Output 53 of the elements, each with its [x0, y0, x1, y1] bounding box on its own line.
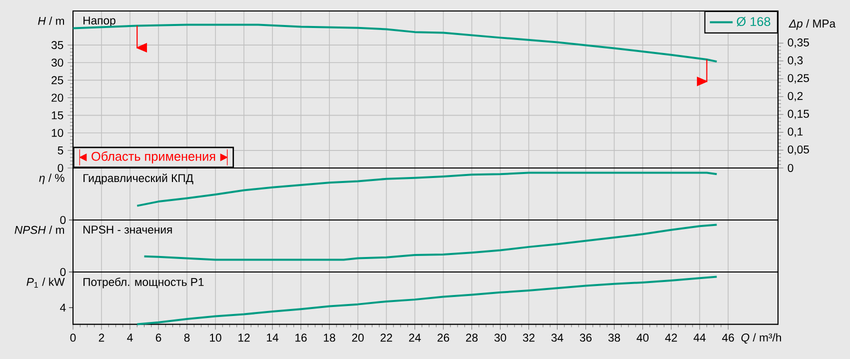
y2-tick-label: 0,1 [788, 128, 803, 137]
y2-tick-label: 0,15 [788, 110, 809, 120]
chart-title: Напор [84, 16, 116, 27]
y-axis-title: NPSH / m [14, 226, 64, 234]
x-tick-label: 44 [694, 334, 706, 342]
x-tick-label: 28 [466, 334, 478, 342]
chart-title: Гидравлический КПД [84, 174, 194, 184]
x-tick-label: 26 [438, 334, 450, 342]
x-tick-label: 16 [295, 334, 307, 342]
y-tick-label: 10 [52, 128, 64, 137]
x-tick-label: 2 [98, 334, 104, 342]
x-tick-label: 0 [70, 334, 76, 342]
y2-tick-label: 0,05 [788, 145, 809, 155]
x-tick-label: 34 [551, 334, 564, 342]
x-tick-label: 6 [156, 334, 162, 342]
x-tick-label: 20 [352, 334, 364, 342]
y-tick-label: 0 [58, 164, 64, 172]
y-tick-label: 20 [52, 94, 64, 102]
legend-label: Ø 168 [736, 16, 770, 26]
x-tick-label: 46 [722, 334, 734, 342]
x-tick-label: 8 [184, 334, 190, 342]
x-axis-title: Q / m³/h [741, 333, 781, 344]
x-tick-label: 14 [266, 334, 278, 342]
chart-title: Потребл. мощность P1 [84, 278, 204, 288]
y2-axis-title: Δp / MPa [788, 19, 836, 30]
x-tick-label: 10 [210, 334, 222, 342]
x-tick-label: 36 [580, 334, 592, 342]
x-tick-label: 12 [238, 334, 250, 342]
x-tick-label: 38 [608, 334, 620, 342]
annotation: Область применения [92, 151, 216, 164]
x-tick-label: 40 [636, 334, 649, 342]
y-axis-title: H / m [38, 16, 64, 25]
y2-tick-label: 0,25 [788, 74, 809, 84]
y-tick-label: 25 [52, 76, 64, 84]
text: 4 [60, 304, 66, 312]
x-tick-label: 22 [380, 334, 392, 342]
chart-title: NPSH - значения [84, 226, 172, 234]
y-tick-label: 5 [58, 146, 64, 154]
y2-tick-label: 0,3 [788, 56, 803, 66]
y-tick-label: 30 [51, 58, 64, 67]
x-tick-label: 4 [127, 334, 133, 342]
y2-tick-label: 0,2 [788, 92, 803, 102]
y2-tick-label: 0 [788, 164, 794, 172]
y-tick-label: 35 [51, 41, 64, 50]
y-tick-label: 15 [52, 111, 64, 120]
x-tick-label: 24 [409, 334, 421, 342]
x-tick-label: 30 [494, 334, 506, 342]
y2-tick-label: 0,35 [788, 38, 809, 48]
y-axis-title: P$_{1}$ / kW [26, 278, 65, 288]
y-axis-title: η / % [39, 174, 64, 184]
x-tick-label: 32 [522, 334, 534, 342]
x-tick-label: 42 [665, 334, 677, 342]
x-tick-label: 18 [324, 334, 336, 342]
